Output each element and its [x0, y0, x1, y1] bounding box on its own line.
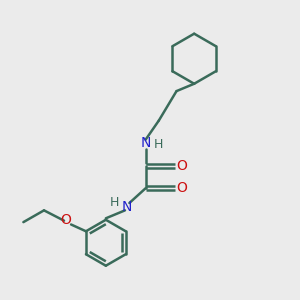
Text: H: H: [110, 196, 119, 209]
Text: O: O: [61, 213, 71, 227]
Text: O: O: [176, 159, 187, 173]
Text: N: N: [140, 136, 151, 150]
Text: N: N: [122, 200, 132, 214]
Text: H: H: [154, 138, 164, 151]
Text: O: O: [176, 181, 187, 195]
